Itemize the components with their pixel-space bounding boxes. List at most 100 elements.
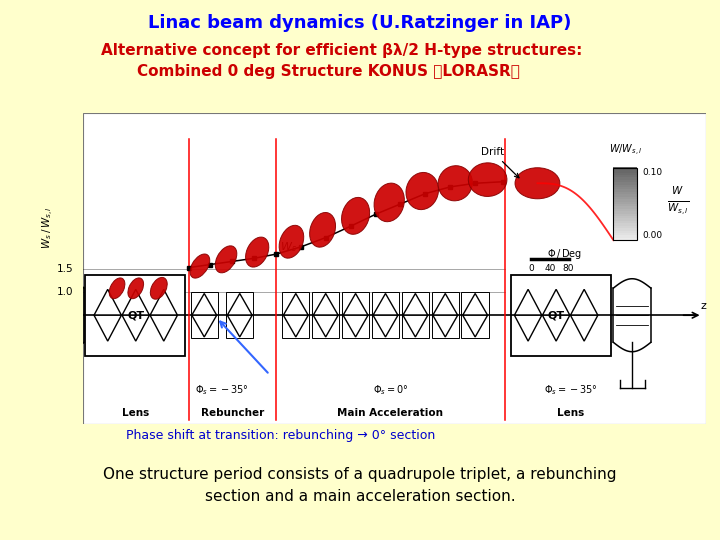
Ellipse shape [150,278,167,299]
Bar [511,275,611,355]
Bar [372,293,399,338]
Text: Alternative concept for efficient βλ/2 H-type structures:: Alternative concept for efficient βλ/2 H… [101,43,582,58]
Text: $\Phi_s = 0°$: $\Phi_s = 0°$ [373,383,408,397]
Ellipse shape [374,183,405,222]
Text: $W$
$\overline{W_{s,l}}$: $W$ $\overline{W_{s,l}}$ [667,184,688,217]
Polygon shape [228,294,252,315]
Polygon shape [122,315,150,341]
Polygon shape [514,289,542,315]
Text: Rebuncher: Rebuncher [201,408,264,418]
Text: $\Phi_s = -35°$: $\Phi_s = -35°$ [195,383,249,397]
Polygon shape [463,294,487,315]
Text: Phase shift at transition: rebunching → 0° section: Phase shift at transition: rebunching → … [126,429,436,442]
Bar [613,203,637,206]
Polygon shape [343,315,368,337]
Polygon shape [463,315,487,337]
Ellipse shape [515,168,560,199]
Bar [191,293,218,338]
Bar [613,222,637,226]
Bar [613,186,637,190]
Polygon shape [313,294,338,315]
Bar [613,188,637,192]
Bar [613,167,637,170]
Polygon shape [403,294,428,315]
Polygon shape [542,289,570,315]
Bar [462,293,489,338]
Text: Linac beam dynamics (U.Ratzinger in IAP): Linac beam dynamics (U.Ratzinger in IAP) [148,14,572,31]
Bar [613,213,637,216]
Bar [613,169,637,173]
Bar [613,237,637,240]
Bar [613,234,637,238]
Bar [613,215,637,219]
Bar [613,168,637,240]
Bar [613,227,637,231]
Ellipse shape [438,166,472,201]
Bar [613,198,637,201]
Text: QT: QT [127,310,144,320]
Polygon shape [373,294,398,315]
Text: 0: 0 [528,264,534,273]
Polygon shape [192,315,217,337]
Text: 0.00: 0.00 [642,231,662,240]
Bar [226,293,253,338]
Polygon shape [313,315,338,337]
Bar [613,191,637,194]
Ellipse shape [341,198,369,234]
Text: Lens: Lens [122,408,149,418]
Text: z: z [701,301,706,311]
Polygon shape [150,315,177,341]
Bar [613,225,637,228]
Polygon shape [284,315,308,337]
Text: QT: QT [548,310,564,320]
Bar [613,179,637,182]
Text: One structure period consists of a quadrupole triplet, a rebunching: One structure period consists of a quadr… [103,467,617,482]
Polygon shape [284,294,308,315]
Bar [613,218,637,221]
Polygon shape [570,289,598,315]
Text: 1.5: 1.5 [57,264,73,274]
Polygon shape [514,315,542,341]
Text: 1.0: 1.0 [57,287,73,297]
Polygon shape [150,289,177,315]
Text: $\Phi\,/\,\mathrm{Deg}$: $\Phi\,/\,\mathrm{Deg}$ [546,247,582,261]
Polygon shape [433,315,458,337]
Text: $\Phi_s = -35°$: $\Phi_s = -35°$ [544,383,598,397]
Text: Main Acceleration: Main Acceleration [338,408,444,418]
Polygon shape [94,289,122,315]
Ellipse shape [109,278,125,299]
Bar [613,232,637,235]
Bar [431,293,459,338]
Ellipse shape [279,225,304,258]
Bar [613,174,637,178]
Bar [402,293,429,338]
Text: $W/W_{s,l}$: $W/W_{s,l}$ [608,143,642,158]
Polygon shape [343,294,368,315]
Bar [613,181,637,185]
Text: $W_s$: $W_s$ [280,240,297,254]
Text: Drift: Drift [481,147,519,178]
Ellipse shape [128,278,143,299]
Bar [613,172,637,175]
Ellipse shape [246,237,269,267]
Text: 0.10: 0.10 [642,168,662,177]
Polygon shape [122,289,150,315]
Polygon shape [228,315,252,337]
Polygon shape [192,294,217,315]
Bar [85,275,185,355]
Polygon shape [403,315,428,337]
Bar [613,210,637,214]
Bar [613,193,637,197]
Polygon shape [94,315,122,341]
Text: Combined 0 deg Structure KONUS 〈LORASR〉: Combined 0 deg Structure KONUS 〈LORASR〉 [137,64,520,79]
Ellipse shape [190,254,210,278]
Text: $W_s\,/\,W_{s,l}$: $W_s\,/\,W_{s,l}$ [41,206,56,249]
Polygon shape [542,315,570,341]
Bar [613,205,637,209]
Ellipse shape [310,213,336,247]
Bar [342,293,369,338]
Polygon shape [433,294,458,315]
Bar [613,208,637,211]
Bar [613,230,637,233]
Bar [613,184,637,187]
